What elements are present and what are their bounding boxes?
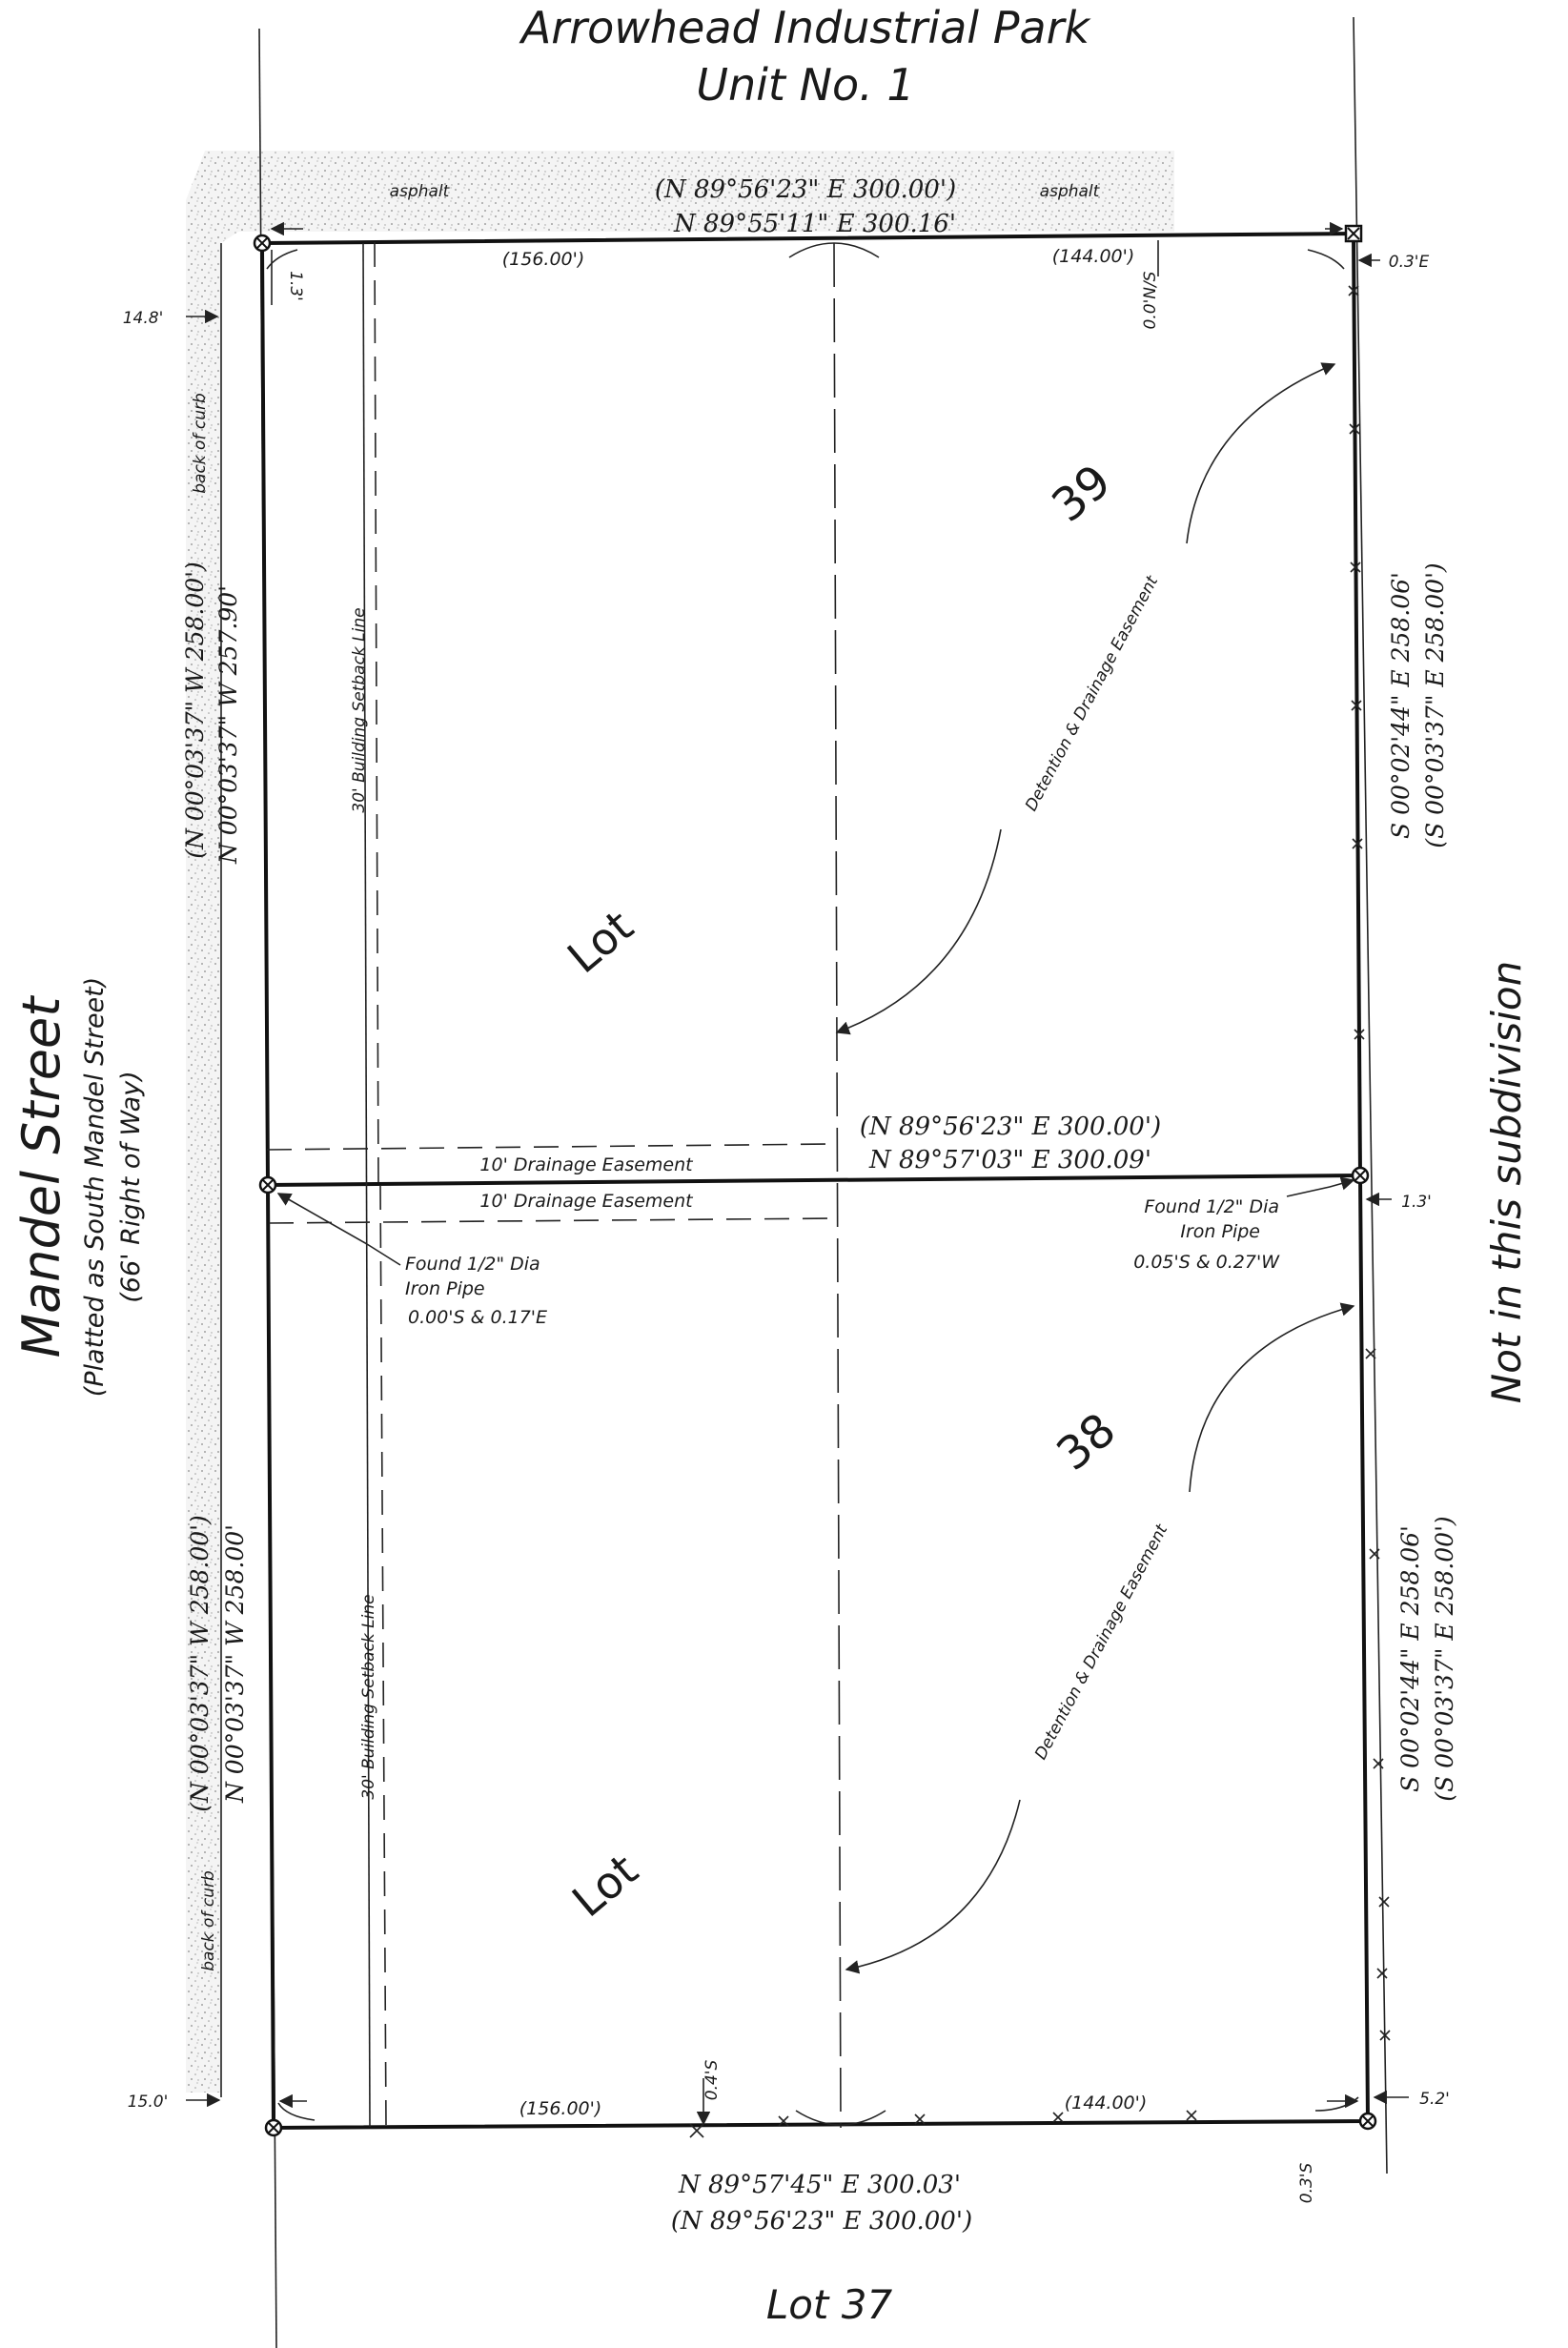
offset-curb-bottom: 15.0': [128, 2093, 169, 2112]
offset-mid-east: 1.3': [1401, 1193, 1432, 1212]
west-pipe-line3: 0.00'S & 0.17'E: [408, 1307, 547, 1328]
monument-ne: [1344, 224, 1363, 243]
title-line1: Arrowhead Industrial Park: [519, 2, 1092, 53]
bearing-south-record: (N 89°56'23" E 300.00'): [671, 2207, 972, 2236]
asphalt-right: asphalt: [1040, 182, 1101, 201]
monument-mid-east: [1351, 1166, 1370, 1185]
lot-boundary: [259, 231, 1371, 2131]
drain-easement-label-lower: 10' Drainage Easement: [479, 1191, 694, 1212]
detention-label-lower: Detention & Drainage Easement: [1031, 1521, 1172, 1763]
east-pipe-line1: Found 1/2" Dia: [1144, 1196, 1279, 1217]
detention-leader-lower-top: [1189, 1302, 1355, 1493]
offset-se-south: 0.3'S: [1297, 2163, 1316, 2204]
lot39-number: 39: [1042, 455, 1121, 533]
north-seg-left: (156.00'): [502, 249, 585, 270]
east-row-line: [1353, 16, 1388, 2174]
street-row: (66' Right of Way): [116, 1071, 146, 1302]
monument-nw: [253, 234, 272, 253]
south-seg-right: (144.00'): [1065, 2093, 1148, 2113]
asphalt-left: asphalt: [390, 182, 451, 201]
lot39-word: Lot: [558, 900, 642, 983]
corner-tick-sw: [277, 2102, 316, 2121]
west-pipe-line1: Found 1/2" Dia: [405, 1254, 540, 1275]
offset-se: 5.2': [1419, 2090, 1450, 2109]
fence-marks: [689, 285, 1391, 2138]
detention-leader-lower-bottom: [845, 1799, 1021, 1974]
split-tick-south: [795, 2110, 886, 2126]
offset-curb-top: 14.8': [123, 309, 164, 328]
setback-ref-line: [362, 242, 371, 2128]
split-tick-north: [788, 242, 880, 258]
bearing-middle-record: (N 89°56'23" E 300.00'): [860, 1113, 1161, 1141]
west-pipe-line2: Iron Pipe: [405, 1278, 485, 1299]
back-of-curb-bottom: back of curb: [199, 1870, 218, 1971]
bearing-east38-measured: S 00°02'44" E 258.06': [1396, 1525, 1424, 1792]
drain-easement-label-upper: 10' Drainage Easement: [479, 1154, 694, 1175]
leader-west-pipe: [276, 1193, 401, 1266]
offset-ne: 0.3'E: [1389, 253, 1430, 272]
setback-line-upper: [374, 241, 379, 1186]
back-of-curb-top: back of curb: [191, 393, 210, 494]
setback-label-lower: 30' Building Setback Line: [359, 1594, 378, 1799]
north-seg-right: (144.00'): [1052, 246, 1135, 267]
monument-sw: [264, 2118, 283, 2137]
offset-ne-ns: 0.0'N/S: [1141, 271, 1160, 329]
bearing-north-record: (N 89°56'23" E 300.00'): [655, 175, 956, 204]
bearing-west38-record: (N 00°03'37" W 258.00'): [186, 1515, 214, 1812]
street-name: Mandel Street: [11, 995, 71, 1358]
setback-line-lower: [379, 1184, 387, 2128]
bearing-middle-measured: N 89°57'03" E 300.09': [868, 1146, 1151, 1174]
bearing-north-measured: N 89°55'11" E 300.16': [673, 210, 956, 238]
lot38-word: Lot: [562, 1844, 647, 1927]
corner-tick-ne: [1307, 249, 1345, 270]
title-line2: Unit No. 1: [696, 59, 914, 111]
lot38-number: 38: [1047, 1403, 1126, 1481]
south-seg-left: (156.00'): [519, 2098, 602, 2119]
lot-divider-line: [267, 1174, 1361, 1187]
neighbor-east: Not in this subdivision: [1483, 961, 1530, 1403]
east-pipe-line2: Iron Pipe: [1180, 1221, 1260, 1242]
drain-easement-upper: [266, 1143, 835, 1151]
bearing-west39-record: (N 00°03'37" W 258.00'): [181, 561, 209, 859]
corner-tick-se: [1314, 2096, 1359, 2112]
offset-bottom-mid: 0.4'S: [703, 2060, 722, 2101]
bearing-west39-measured: N 00°03'37" W 257.90': [214, 585, 242, 865]
offset-nw: 1.3': [286, 271, 305, 301]
drain-easement-lower: [268, 1217, 837, 1224]
monument-se: [1358, 2112, 1377, 2131]
detention-leader-upper-top: [1186, 362, 1336, 544]
bearing-east39-record: (S 00°03'37" E 258.00'): [1421, 562, 1449, 847]
monument-mid-west: [258, 1175, 277, 1194]
setback-label-upper: 30' Building Setback Line: [350, 607, 369, 812]
bearing-east39-measured: S 00°02'44" E 258.06': [1387, 572, 1415, 839]
bearing-south-measured: N 89°57'45" E 300.03': [678, 2171, 961, 2199]
street-platted: (Platted as South Mandel Street): [80, 977, 110, 1398]
neighbor-south: Lot 37: [766, 2281, 893, 2328]
corner-tick-nw: [266, 249, 298, 270]
detention-leader-upper-bottom: [835, 828, 1002, 1035]
east-pipe-line3: 0.05'S & 0.27'W: [1133, 1252, 1280, 1273]
detention-label-upper: Detention & Drainage Easement: [1022, 572, 1163, 814]
bearing-west38-measured: N 00°03'37" W 258.00': [221, 1524, 249, 1804]
split-dashed-line: [833, 242, 842, 2129]
bearing-east38-record: (S 00°03'37" E 258.00'): [1431, 1516, 1458, 1801]
leader-east-pipe: [1286, 1176, 1355, 1197]
